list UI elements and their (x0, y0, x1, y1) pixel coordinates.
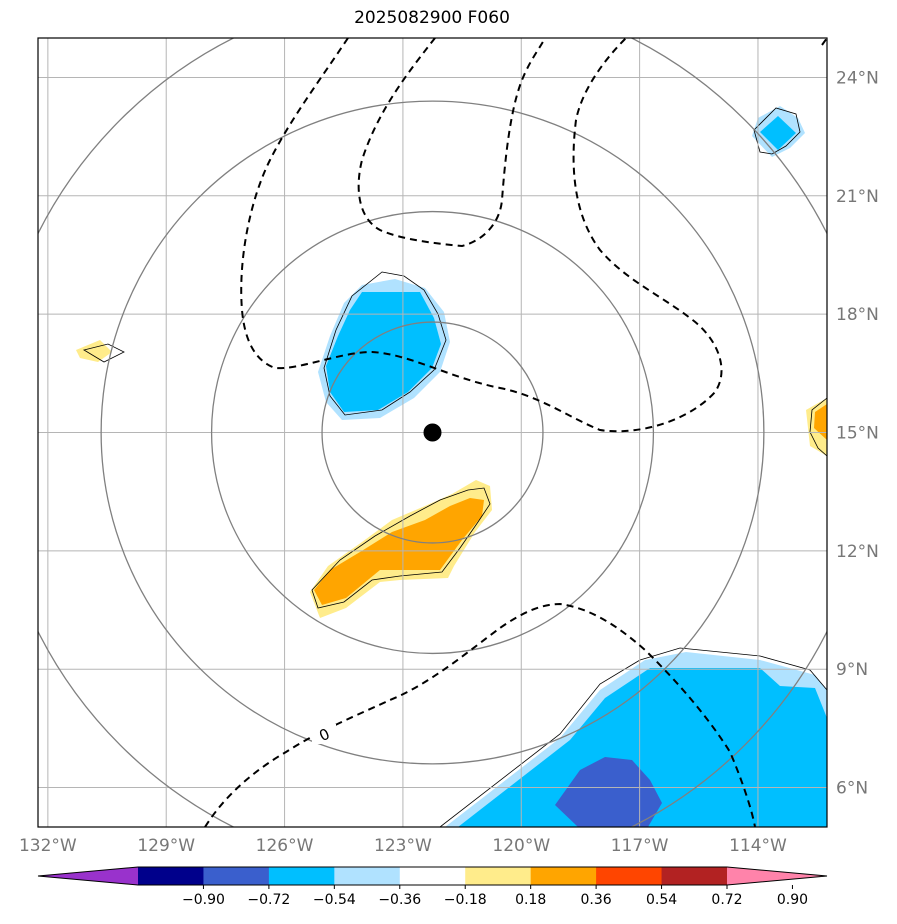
colorbar-tick-label: −0.72 (247, 892, 290, 908)
colorbar-tick-label: 0.54 (646, 892, 677, 908)
colorbar-tick-label: −0.18 (444, 892, 487, 908)
colorbar-outline (37, 866, 828, 886)
colorbar-segment (530, 867, 597, 885)
negative-anomaly-center-core (326, 292, 441, 412)
colorbar-tick-label: −0.54 (313, 892, 356, 908)
colorbar-segment (334, 867, 401, 885)
negative-anomaly-se-strong (555, 757, 662, 827)
colorbar-tick-label: 0.90 (777, 892, 808, 908)
outline-contours (82, 107, 827, 827)
latitude-tick-label: 15°N (836, 424, 879, 444)
colorbar-tick-label: 0.18 (515, 892, 546, 908)
outline-contour (753, 107, 801, 155)
outline-contour (439, 647, 827, 827)
colorbar-segment (465, 867, 532, 885)
longitude-tick-label: 132°W (19, 836, 77, 856)
range-ring (321, 321, 544, 544)
range-ring (210, 210, 655, 655)
colorbar-tick-label: 0.72 (711, 892, 742, 908)
storm-center-marker (423, 423, 442, 442)
latitude-tick-label: 24°N (836, 68, 879, 88)
latitude-tick-label: 18°N (836, 305, 879, 325)
latitude-tick-label: 21°N (836, 187, 879, 207)
latitude-tick-labels: 24°N 21°N 18°N 15°N 12°N 9°N 6°N (836, 68, 879, 798)
colorbar-extend-low (38, 867, 138, 885)
zero-contour (357, 38, 546, 248)
latitude-tick-label: 12°N (836, 542, 879, 562)
latitude-tick-label: 6°N (836, 779, 868, 799)
zero-contours (204, 38, 827, 827)
colorbar-tick-label: −0.90 (182, 892, 225, 908)
zero-contour (821, 38, 827, 46)
positive-anomaly-east-core (814, 404, 827, 440)
map-title: 2025082900 F060 (354, 8, 510, 28)
map-plot-area: 0 (38, 38, 827, 827)
longitude-tick-label: 126°W (256, 836, 314, 856)
colorbar-tick-label: −0.36 (378, 892, 421, 908)
longitude-tick-label: 114°W (729, 836, 787, 856)
latitude-tick-label: 9°N (836, 660, 868, 680)
outline-contour (311, 487, 491, 609)
zero-contour (204, 602, 756, 827)
longitude-tick-label: 123°W (374, 836, 432, 856)
outline-contour (323, 271, 447, 416)
colorbar-segment (203, 867, 270, 885)
colorbar-segment (138, 867, 204, 885)
longitude-tick-label: 129°W (137, 836, 195, 856)
outline-contour (82, 343, 125, 363)
colorbar-segment (596, 867, 663, 885)
longitude-tick-label: 120°W (492, 836, 550, 856)
range-ring (100, 100, 765, 765)
longitude-tick-labels: 132°W 129°W 126°W 123°W 120°W 117°W 114°W (19, 836, 787, 856)
longitude-tick-label: 117°W (611, 836, 669, 856)
colorbar-segment (399, 867, 466, 885)
colorbar-segment (268, 867, 335, 885)
contour-label-bg (312, 724, 336, 744)
colorbar: −0.90 −0.72 −0.54 −0.36 −0.18 0.18 0.36 0.54 0.7… (37, 866, 828, 908)
map-frame (37, 37, 828, 828)
zero-contour (240, 38, 723, 433)
positive-anomaly-band-core (314, 498, 484, 605)
colorbar-tick-label: 0.36 (581, 892, 612, 908)
colorbar-extend-high (727, 867, 827, 885)
colorbar-segment (661, 867, 728, 885)
range-rings (38, 38, 827, 827)
negative-anomaly-ne-core (760, 116, 796, 150)
